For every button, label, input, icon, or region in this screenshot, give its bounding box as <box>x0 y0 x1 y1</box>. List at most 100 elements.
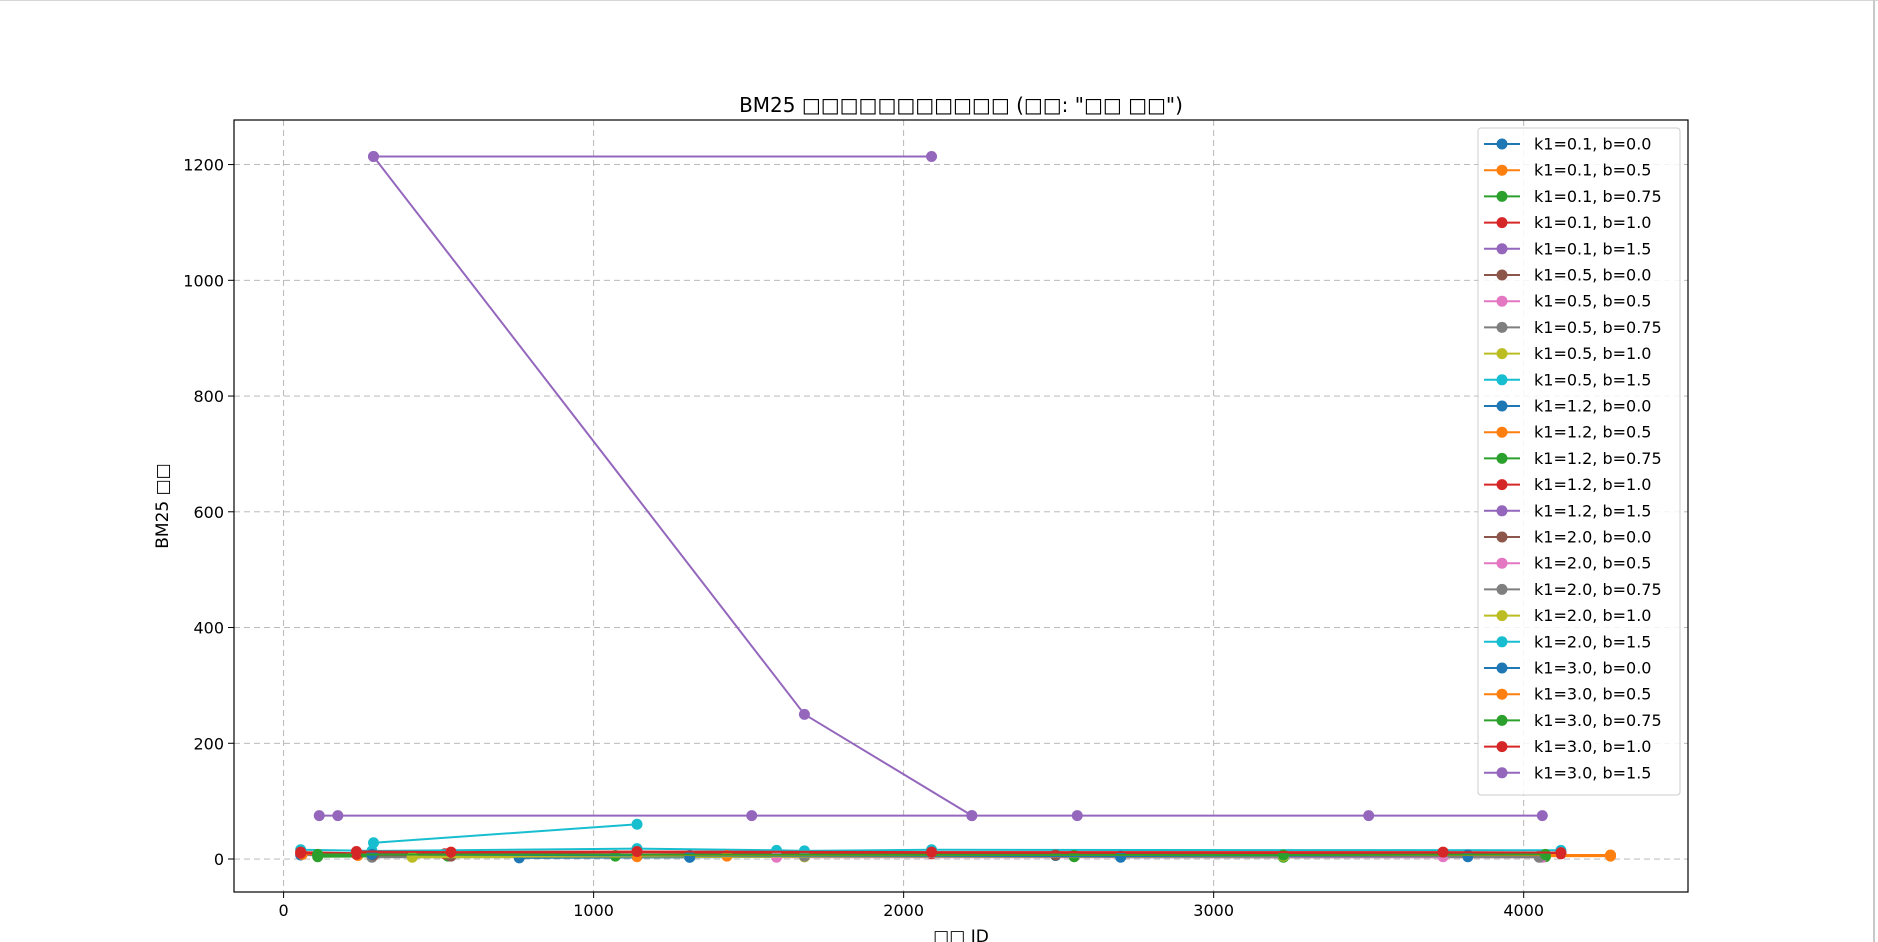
legend-marker <box>1496 217 1508 229</box>
data-point <box>926 150 938 162</box>
data-point <box>798 708 810 720</box>
axis-ticks: 0 1000 2000 3000 4000 0 200 400 600 800 1000 1200 <box>183 156 1544 920</box>
legend-label: k1=0.1, b=1.5 <box>1534 239 1651 258</box>
data-point <box>313 810 325 822</box>
legend-item: k1=1.2, b=0.0 <box>1484 397 1651 416</box>
legend-item: k1=0.1, b=0.75 <box>1484 187 1662 206</box>
data-point <box>1115 850 1127 862</box>
legend-item: k1=1.2, b=1.5 <box>1484 501 1651 520</box>
legend-marker <box>1496 767 1508 779</box>
legend-label: k1=3.0, b=0.75 <box>1534 711 1662 730</box>
series-25 <box>368 150 978 822</box>
data-point <box>631 845 643 857</box>
y-tick-label: 400 <box>193 619 224 638</box>
y-tick-label: 800 <box>193 387 224 406</box>
data-point <box>631 818 643 830</box>
series-line <box>372 155 973 817</box>
legend-item: k1=0.1, b=1.0 <box>1484 213 1651 232</box>
legend-box <box>1477 127 1681 796</box>
legend-marker <box>1496 164 1508 176</box>
legend-label: k1=0.5, b=0.5 <box>1534 292 1651 311</box>
y-axis-label: BM25 □□ <box>153 463 173 549</box>
legend-item: k1=3.0, b=0.0 <box>1484 659 1651 678</box>
legend-marker <box>1496 557 1508 569</box>
legend-item: k1=0.1, b=0.5 <box>1484 161 1651 180</box>
legend-label: k1=0.5, b=0.75 <box>1534 318 1662 337</box>
legend: k1=0.1, b=0.0 k1=0.1, b=0.5 k1=0.1, b=0.75… <box>1477 127 1681 796</box>
legend-label: k1=3.0, b=0.5 <box>1534 685 1651 704</box>
data-point <box>1536 810 1548 822</box>
chart-title: BM25 □□□□□□□□□□□ (□□: "□□ □□") <box>739 93 1183 117</box>
legend-item: k1=2.0, b=0.0 <box>1484 528 1651 547</box>
legend-marker <box>1496 714 1508 726</box>
legend-marker <box>1496 610 1508 622</box>
y-tick-label: 1000 <box>183 271 224 290</box>
legend-label: k1=3.0, b=1.0 <box>1534 737 1651 756</box>
legend-marker <box>1496 505 1508 517</box>
legend-label: k1=2.0, b=0.75 <box>1534 580 1662 599</box>
data-point <box>966 810 978 822</box>
legend-item: k1=0.5, b=1.5 <box>1484 370 1651 389</box>
legend-marker <box>1496 138 1508 150</box>
data-point <box>926 846 938 858</box>
legend-item: k1=0.5, b=1.0 <box>1484 344 1651 363</box>
data-point <box>368 837 380 849</box>
legend-marker <box>1496 269 1508 281</box>
legend-marker <box>1496 583 1508 595</box>
legend-label: k1=2.0, b=1.5 <box>1534 632 1651 651</box>
x-tick-label: 0 <box>279 901 289 920</box>
data-point <box>1539 848 1551 860</box>
legend-label: k1=0.5, b=1.0 <box>1534 344 1651 363</box>
legend-marker <box>1496 321 1508 333</box>
legend-label: k1=0.5, b=0.0 <box>1534 266 1651 285</box>
legend-item: k1=0.1, b=0.0 <box>1484 135 1651 154</box>
legend-marker <box>1496 531 1508 543</box>
legend-label: k1=0.1, b=0.0 <box>1534 135 1651 154</box>
legend-item: k1=3.0, b=0.5 <box>1484 685 1651 704</box>
x-tick-label: 3000 <box>1193 901 1234 920</box>
legend-item: k1=2.0, b=1.0 <box>1484 606 1651 625</box>
legend-marker <box>1496 452 1508 464</box>
x-axis-label: □□ ID <box>933 927 989 942</box>
legend-item: k1=3.0, b=1.5 <box>1484 763 1651 782</box>
data-point <box>295 846 307 858</box>
legend-label: k1=1.2, b=0.75 <box>1534 449 1662 468</box>
data-point <box>332 810 344 822</box>
window-right-border <box>1873 0 1875 942</box>
legend-item: k1=1.2, b=1.0 <box>1484 475 1651 494</box>
legend-item: k1=0.1, b=1.5 <box>1484 239 1651 258</box>
legend-item: k1=3.0, b=0.75 <box>1484 711 1662 730</box>
window-top-border <box>0 0 1878 1</box>
legend-marker <box>1496 636 1508 648</box>
legend-item: k1=1.2, b=0.75 <box>1484 449 1662 468</box>
legend-label: k1=1.2, b=1.0 <box>1534 475 1651 494</box>
data-point <box>312 848 324 860</box>
x-tick-label: 1000 <box>573 901 614 920</box>
series-layer <box>295 150 1616 864</box>
data-point <box>1604 849 1616 861</box>
legend-label: k1=1.2, b=0.5 <box>1534 423 1651 442</box>
data-point <box>1555 847 1567 859</box>
plot-area-frame <box>233 119 1689 893</box>
legend-item: k1=0.5, b=0.75 <box>1484 318 1662 337</box>
legend-item: k1=2.0, b=1.5 <box>1484 632 1651 651</box>
legend-label: k1=0.1, b=0.5 <box>1534 161 1651 180</box>
legend-label: k1=3.0, b=1.5 <box>1534 763 1651 782</box>
legend-label: k1=3.0, b=0.0 <box>1534 659 1651 678</box>
series-20 <box>368 818 643 849</box>
legend-marker <box>1496 374 1508 386</box>
data-point <box>350 845 362 857</box>
legend-marker <box>1496 243 1508 255</box>
data-point <box>1071 810 1083 822</box>
data-point <box>368 150 380 162</box>
legend-label: k1=2.0, b=0.5 <box>1534 554 1651 573</box>
series-15 <box>313 810 1548 822</box>
legend-marker <box>1496 479 1508 491</box>
legend-label: k1=2.0, b=1.0 <box>1534 606 1651 625</box>
y-tick-label: 600 <box>193 503 224 522</box>
legend-label: k1=2.0, b=0.0 <box>1534 528 1651 547</box>
legend-label: k1=1.2, b=0.0 <box>1534 397 1651 416</box>
data-point <box>445 846 457 858</box>
legend-item: k1=0.5, b=0.5 <box>1484 292 1651 311</box>
